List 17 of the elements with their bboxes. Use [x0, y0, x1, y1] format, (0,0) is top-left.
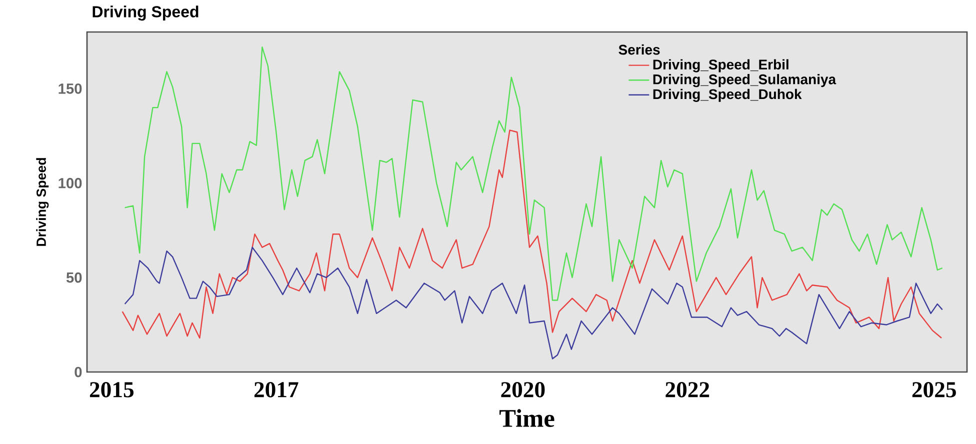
line-series — [124, 246, 943, 360]
legend-label: Driving_Speed_Sulamaniya — [653, 74, 836, 88]
y-tick-label: 150 — [58, 83, 82, 94]
x-tick-label: 2017 — [254, 382, 298, 398]
legend-label: Driving_Speed_Duhok — [653, 88, 802, 102]
x-tick-label: 2025 — [912, 382, 956, 398]
y-tick-label: 100 — [58, 178, 82, 188]
x-tick-label: 2022 — [666, 382, 710, 398]
legend-title: Series — [618, 44, 660, 55]
legend-label: Driving_Speed_Erbil — [653, 59, 788, 72]
y-tick-label: 0 — [74, 366, 82, 378]
y-axis-title: Driving Speed — [36, 158, 49, 246]
x-tick-label: 2020 — [501, 382, 545, 398]
y-tick-label: 50 — [66, 272, 82, 283]
x-tick-label: 2015 — [90, 382, 134, 398]
chart-title: Driving Speed — [92, 6, 198, 21]
x-axis-title: Time — [499, 409, 554, 427]
